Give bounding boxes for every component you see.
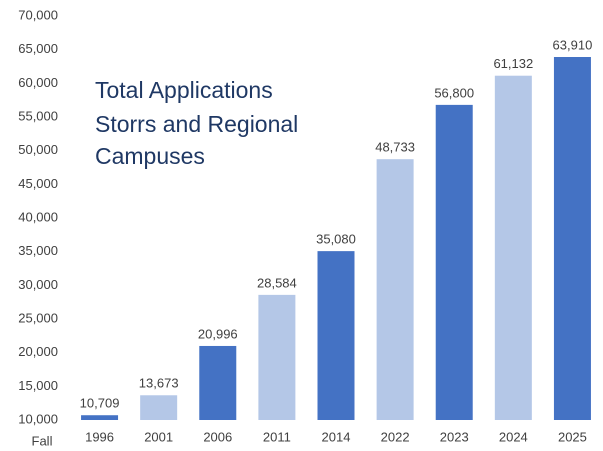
bar	[258, 294, 296, 420]
y-tick-label: 10,000	[18, 411, 58, 426]
value-label: 13,673	[139, 376, 179, 391]
y-tick-label: 20,000	[18, 344, 58, 359]
y-tick-label: 25,000	[18, 310, 58, 325]
y-tick-label: 40,000	[18, 209, 58, 224]
value-label: 61,132	[493, 56, 533, 71]
x-tick-label: 2025	[558, 429, 587, 444]
value-label: 56,800	[434, 85, 474, 100]
y-tick-label: 60,000	[18, 75, 58, 90]
x-tick-label: 2024	[499, 429, 528, 444]
x-axis-label: Fall	[32, 433, 53, 448]
value-label: 10,709	[80, 396, 120, 411]
x-tick-label: 2011	[263, 429, 291, 444]
x-tick-label: 2022	[381, 429, 410, 444]
value-label: 28,584	[257, 275, 297, 290]
bar	[199, 345, 237, 420]
y-tick-label: 70,000	[18, 7, 58, 22]
x-tick-label: 2023	[440, 429, 469, 444]
value-label: 20,996	[198, 326, 238, 341]
y-tick-label: 35,000	[18, 243, 58, 258]
y-tick-label: 15,000	[18, 378, 58, 393]
bar	[435, 104, 473, 420]
x-tick-label: 2014	[322, 429, 351, 444]
x-tick-label: 2006	[203, 429, 232, 444]
bar	[494, 75, 532, 421]
chart-title: Storrs and Regional	[95, 111, 298, 137]
bar	[317, 251, 355, 420]
bar	[376, 159, 414, 420]
y-tick-label: 55,000	[18, 108, 58, 123]
chart-title: Total Applications	[95, 77, 273, 103]
value-label: 63,910	[553, 37, 593, 52]
y-tick-label: 30,000	[18, 277, 58, 292]
value-label: 35,080	[316, 232, 356, 247]
bar	[553, 57, 591, 420]
y-tick-label: 50,000	[18, 142, 58, 157]
y-tick-label: 65,000	[18, 41, 58, 56]
bar	[81, 415, 119, 420]
x-tick-label: 2001	[144, 429, 173, 444]
value-label: 48,733	[375, 140, 415, 155]
chart-title: Campuses	[95, 143, 205, 169]
x-tick-label: 1996	[85, 429, 114, 444]
y-tick-label: 45,000	[18, 176, 58, 191]
bar	[140, 395, 178, 420]
